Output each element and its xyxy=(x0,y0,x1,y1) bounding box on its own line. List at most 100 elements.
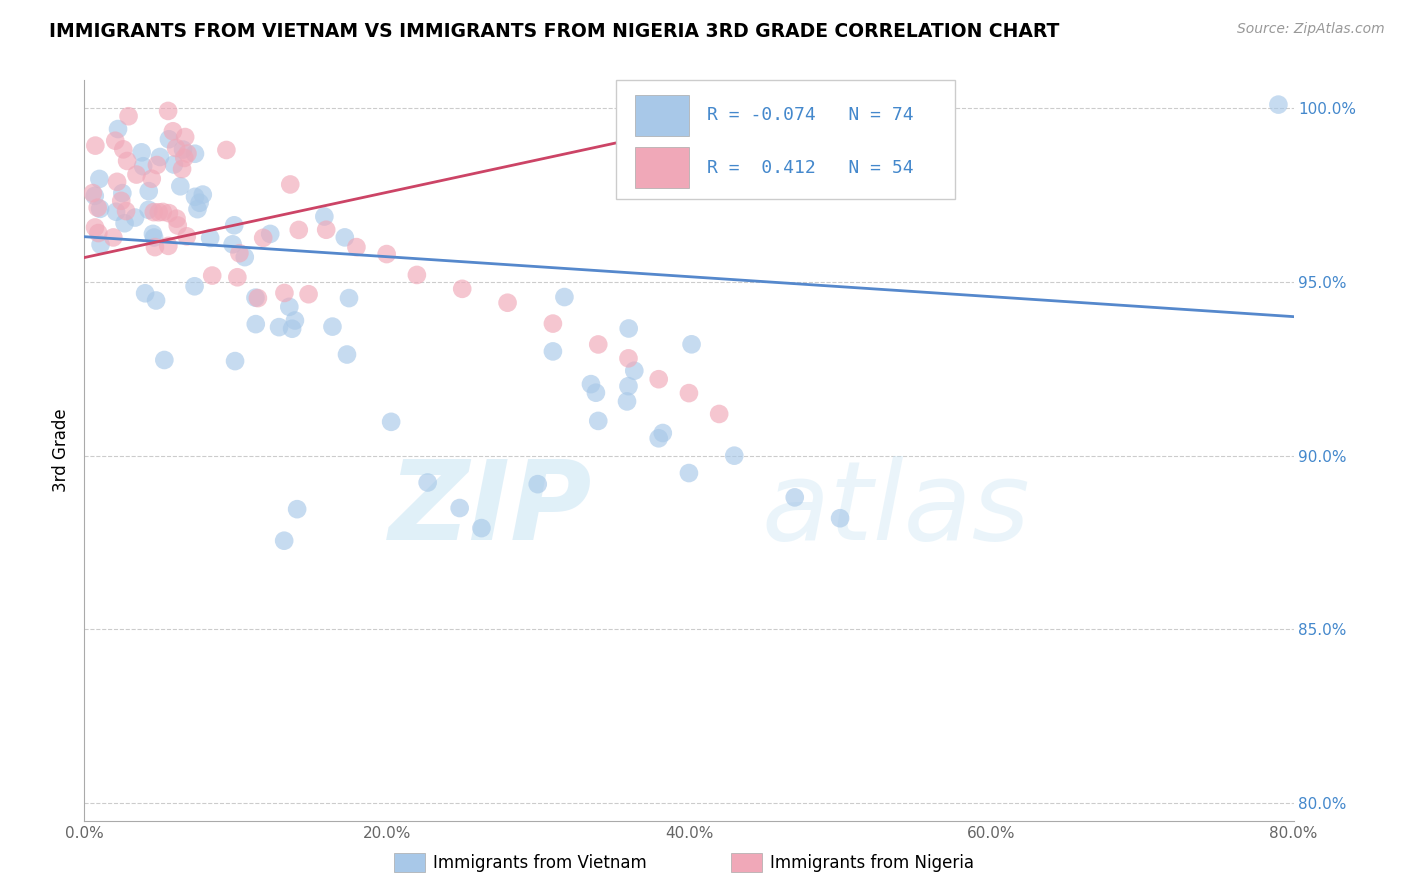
Point xyxy=(152,205,174,219)
Point xyxy=(526,477,548,491)
Point xyxy=(107,122,129,136)
Point xyxy=(228,246,250,260)
Point xyxy=(617,379,640,393)
Text: IMMIGRANTS FROM VIETNAM VS IMMIGRANTS FROM NIGERIA 3RD GRADE CORRELATION CHART: IMMIGRANTS FROM VIETNAM VS IMMIGRANTS FR… xyxy=(49,22,1060,41)
Point xyxy=(648,431,671,445)
Point xyxy=(259,227,281,241)
Point xyxy=(163,157,186,171)
Point xyxy=(651,425,673,440)
FancyBboxPatch shape xyxy=(634,147,689,187)
Point xyxy=(115,153,138,168)
Point xyxy=(783,491,806,505)
Point xyxy=(314,210,336,224)
Point xyxy=(111,186,134,201)
Point xyxy=(134,286,156,301)
Point xyxy=(285,502,308,516)
Point xyxy=(110,194,132,208)
Point xyxy=(157,103,180,118)
Point xyxy=(287,223,309,237)
Point xyxy=(273,533,295,548)
Point xyxy=(541,317,564,331)
Point xyxy=(174,130,197,145)
Point xyxy=(252,231,274,245)
Point xyxy=(224,354,246,368)
Point xyxy=(723,449,745,463)
Point xyxy=(149,150,172,164)
Point xyxy=(105,204,128,219)
Point xyxy=(173,151,195,165)
Point xyxy=(616,394,638,409)
FancyBboxPatch shape xyxy=(634,95,689,136)
Point xyxy=(245,291,267,305)
Point xyxy=(278,300,301,314)
Point xyxy=(336,347,359,361)
Point xyxy=(86,201,108,215)
Point xyxy=(148,205,170,219)
Point xyxy=(103,230,125,244)
Point xyxy=(84,138,107,153)
Point xyxy=(84,220,107,235)
Point xyxy=(553,290,575,304)
Point xyxy=(157,239,180,253)
FancyBboxPatch shape xyxy=(616,80,955,199)
Point xyxy=(406,268,429,282)
Point xyxy=(143,230,166,244)
Point xyxy=(380,415,402,429)
Point xyxy=(623,364,645,378)
Point xyxy=(416,475,439,490)
Point xyxy=(131,145,153,160)
Point xyxy=(648,372,671,386)
Point xyxy=(233,250,256,264)
Point xyxy=(678,386,700,401)
Point xyxy=(186,202,208,216)
Point xyxy=(176,229,198,244)
Point xyxy=(281,322,304,336)
Point xyxy=(588,414,610,428)
Point xyxy=(188,195,211,210)
Point xyxy=(273,285,295,300)
Y-axis label: 3rd Grade: 3rd Grade xyxy=(52,409,70,492)
Point xyxy=(125,168,148,182)
Point xyxy=(346,240,368,254)
Point xyxy=(588,337,610,351)
Point xyxy=(617,351,640,366)
Point xyxy=(157,206,180,220)
Point xyxy=(114,216,136,230)
Point xyxy=(138,184,160,198)
Point xyxy=(172,143,194,157)
Point xyxy=(87,226,110,240)
Text: R = -0.074   N = 74: R = -0.074 N = 74 xyxy=(707,106,914,124)
Point xyxy=(333,230,356,244)
Point xyxy=(267,320,290,334)
Point xyxy=(146,158,169,172)
Text: ZIP: ZIP xyxy=(388,456,592,563)
Point xyxy=(449,501,471,516)
Point xyxy=(124,211,146,225)
Point xyxy=(226,270,249,285)
Point xyxy=(278,178,301,192)
Point xyxy=(321,319,343,334)
Text: R =  0.412   N = 54: R = 0.412 N = 54 xyxy=(707,159,914,177)
Point xyxy=(451,282,474,296)
Point xyxy=(166,219,188,233)
Point xyxy=(183,279,205,293)
Point xyxy=(245,317,267,331)
Point xyxy=(709,407,731,421)
Point xyxy=(198,231,221,245)
Point xyxy=(470,521,492,535)
Point xyxy=(89,202,111,216)
Point xyxy=(201,268,224,283)
Point xyxy=(105,175,128,189)
Point xyxy=(176,146,198,161)
Point xyxy=(117,109,139,123)
Point xyxy=(157,132,180,146)
Point xyxy=(145,293,167,308)
Point xyxy=(297,287,319,301)
Point xyxy=(337,291,360,305)
Text: Source: ZipAtlas.com: Source: ZipAtlas.com xyxy=(1237,22,1385,37)
Point xyxy=(224,219,246,233)
Point xyxy=(617,321,640,335)
Text: atlas: atlas xyxy=(762,456,1031,563)
Text: Immigrants from Nigeria: Immigrants from Nigeria xyxy=(770,854,974,871)
Point xyxy=(141,171,163,186)
